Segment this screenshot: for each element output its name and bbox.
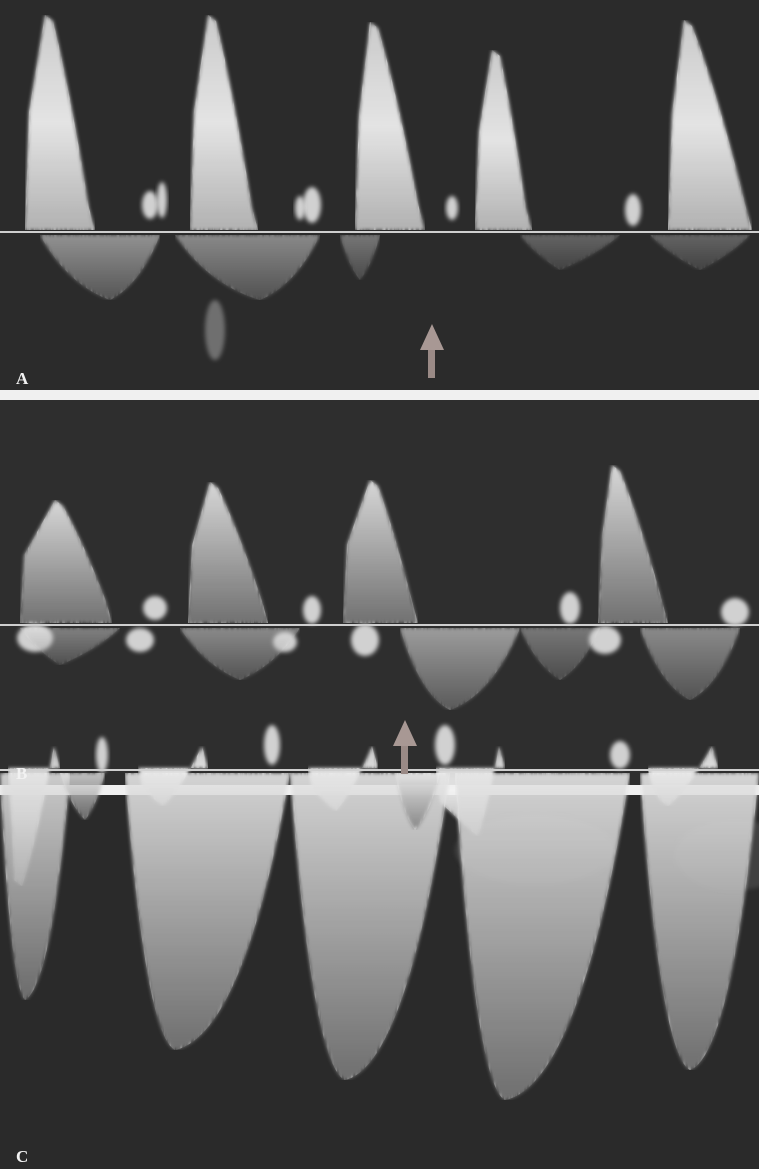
waveform [610, 741, 630, 769]
waveform [303, 596, 321, 624]
panel-label: B [16, 764, 27, 783]
panel-label: A [16, 369, 29, 388]
waveform [264, 725, 280, 765]
waveform [157, 182, 167, 218]
waveform [721, 598, 749, 626]
waveform [625, 194, 641, 226]
waveform [446, 196, 458, 220]
waveform [560, 592, 580, 624]
waveform [126, 628, 154, 652]
waveform [303, 187, 321, 223]
waveform [143, 596, 167, 620]
doppler-figure: A B C [0, 0, 759, 1169]
waveform [142, 191, 158, 219]
waveform [435, 725, 455, 765]
waveform [351, 624, 379, 656]
waveform [205, 300, 225, 360]
panel-label: C [16, 1147, 28, 1166]
waveform [96, 737, 108, 773]
